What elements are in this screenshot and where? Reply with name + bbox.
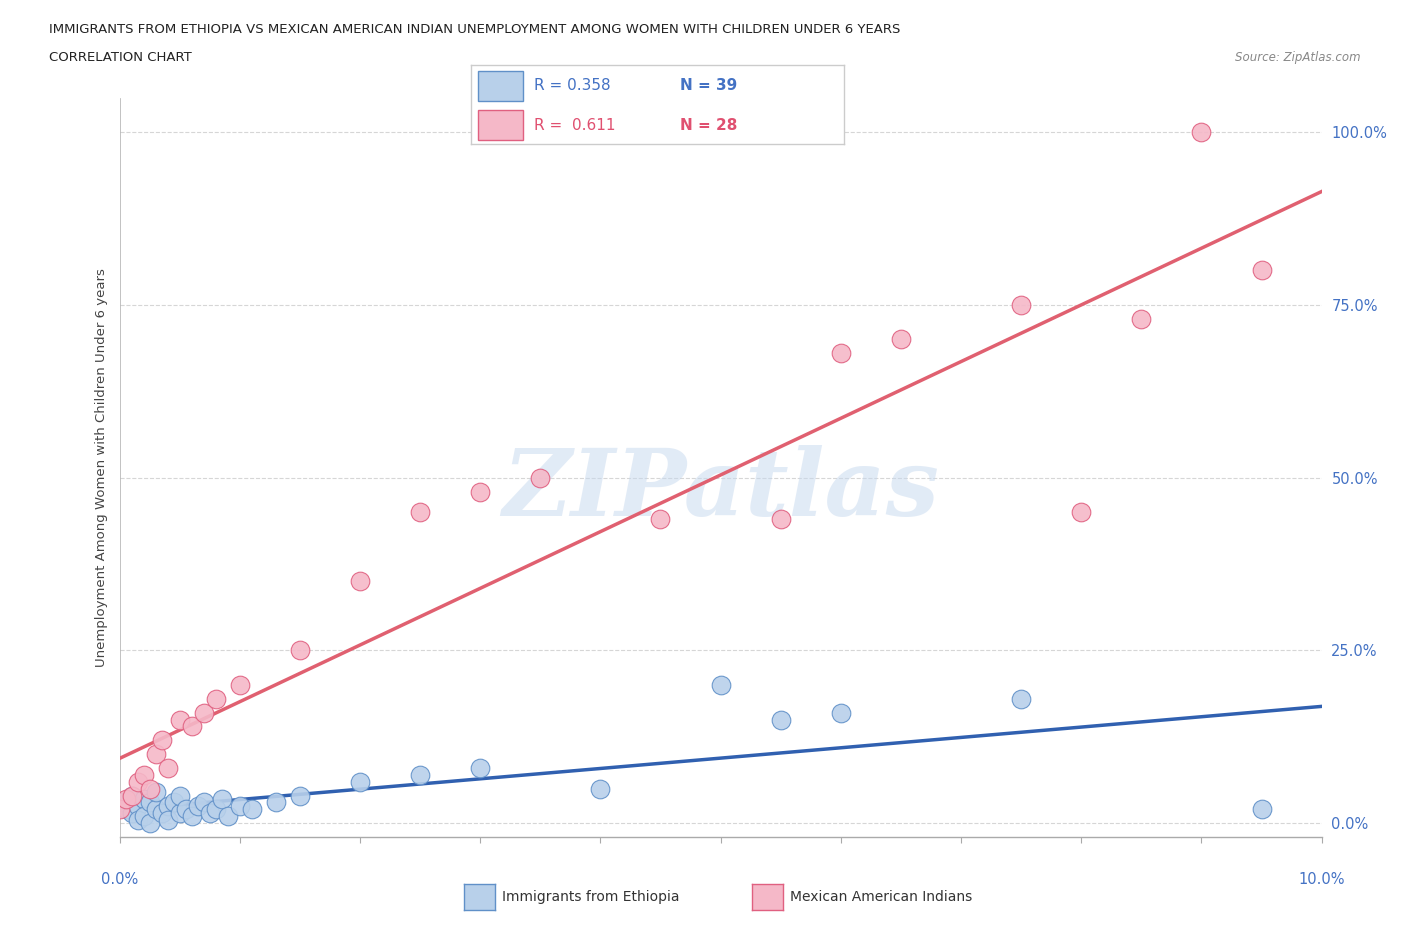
- Text: N = 28: N = 28: [679, 118, 737, 133]
- Point: [156, 812, 179, 827]
- Text: 0.0%: 0.0%: [101, 871, 138, 886]
- Point: [1189, 125, 1212, 140]
- Point: [156, 799, 179, 814]
- Point: [121, 788, 143, 803]
- Point: [132, 767, 155, 782]
- Point: [180, 719, 202, 734]
- Point: [709, 678, 731, 693]
- Point: [198, 805, 221, 820]
- Point: [204, 691, 226, 706]
- Point: [288, 788, 311, 803]
- Point: [138, 781, 160, 796]
- Point: [150, 805, 173, 820]
- Point: [132, 791, 155, 806]
- Point: [1130, 312, 1153, 326]
- Point: [228, 678, 252, 693]
- Point: [264, 795, 287, 810]
- Point: [529, 471, 551, 485]
- Point: [114, 791, 136, 806]
- Point: [288, 643, 311, 658]
- Text: IMMIGRANTS FROM ETHIOPIA VS MEXICAN AMERICAN INDIAN UNEMPLOYMENT AMONG WOMEN WIT: IMMIGRANTS FROM ETHIOPIA VS MEXICAN AMER…: [49, 23, 901, 36]
- Point: [193, 795, 215, 810]
- Point: [145, 785, 167, 800]
- Point: [150, 733, 173, 748]
- Point: [890, 332, 912, 347]
- Point: [830, 346, 852, 361]
- Point: [193, 705, 215, 720]
- Point: [217, 809, 239, 824]
- Point: [138, 795, 160, 810]
- Text: Immigrants from Ethiopia: Immigrants from Ethiopia: [502, 889, 679, 904]
- Point: [349, 775, 371, 790]
- Point: [769, 512, 792, 526]
- Point: [650, 512, 672, 526]
- Text: R = 0.358: R = 0.358: [534, 78, 612, 93]
- Point: [187, 799, 209, 814]
- Point: [1070, 505, 1092, 520]
- Point: [211, 791, 233, 806]
- Y-axis label: Unemployment Among Women with Children Under 6 years: Unemployment Among Women with Children U…: [96, 268, 108, 667]
- Point: [1010, 298, 1032, 312]
- Point: [145, 802, 167, 817]
- Point: [127, 775, 149, 790]
- Text: N = 39: N = 39: [679, 78, 737, 93]
- Point: [145, 747, 167, 762]
- Point: [169, 788, 191, 803]
- Point: [204, 802, 226, 817]
- Point: [240, 802, 263, 817]
- Point: [121, 788, 143, 803]
- Text: 10.0%: 10.0%: [1298, 871, 1346, 886]
- Point: [174, 802, 197, 817]
- Point: [114, 802, 136, 817]
- Point: [769, 712, 792, 727]
- Point: [830, 705, 852, 720]
- Point: [409, 767, 432, 782]
- Point: [127, 812, 149, 827]
- Text: Mexican American Indians: Mexican American Indians: [790, 889, 973, 904]
- Point: [156, 761, 179, 776]
- Point: [470, 761, 492, 776]
- Point: [1010, 691, 1032, 706]
- Point: [1250, 263, 1272, 278]
- Point: [589, 781, 612, 796]
- Point: [138, 816, 160, 830]
- Point: [180, 809, 202, 824]
- Point: [228, 799, 252, 814]
- Point: [162, 795, 184, 810]
- Point: [409, 505, 432, 520]
- FancyBboxPatch shape: [478, 110, 523, 140]
- Point: [127, 799, 149, 814]
- Point: [1250, 802, 1272, 817]
- Point: [169, 805, 191, 820]
- FancyBboxPatch shape: [478, 71, 523, 100]
- Text: CORRELATION CHART: CORRELATION CHART: [49, 51, 193, 64]
- Point: [132, 809, 155, 824]
- Point: [121, 805, 143, 820]
- Point: [169, 712, 191, 727]
- Text: Source: ZipAtlas.com: Source: ZipAtlas.com: [1236, 51, 1361, 64]
- Text: ZIPatlas: ZIPatlas: [502, 445, 939, 535]
- Point: [470, 485, 492, 499]
- Text: R =  0.611: R = 0.611: [534, 118, 616, 133]
- Point: [349, 574, 371, 589]
- Point: [108, 795, 131, 810]
- Point: [108, 802, 131, 817]
